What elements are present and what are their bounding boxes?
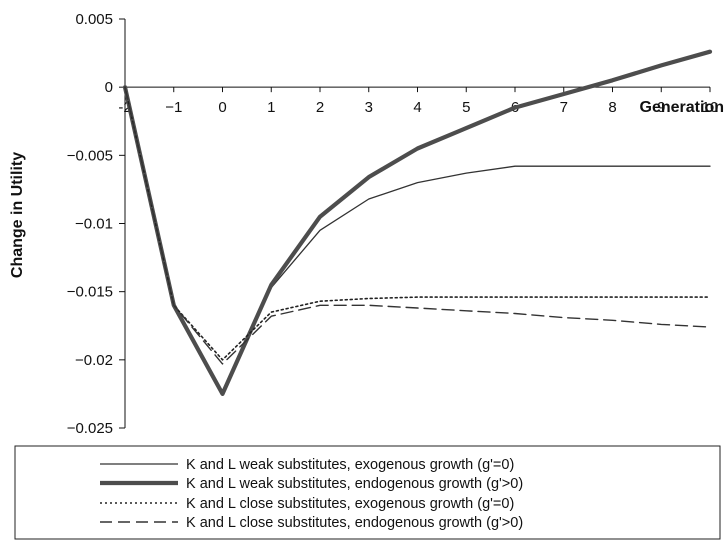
y-tick-label: −0.02: [75, 352, 113, 369]
legend-label-1: K and L weak substitutes, exogenous grow…: [186, 457, 514, 473]
x-tick-label: 4: [413, 99, 421, 116]
x-tick-label: 0: [218, 99, 226, 116]
series-line-2: [122, 49, 713, 396]
legend-items: K and L weak substitutes, exogenous grow…: [100, 457, 523, 531]
x-tick-label: 10: [702, 99, 719, 116]
y-tick-label: −0.025: [67, 420, 113, 437]
series-line-3: [124, 86, 711, 361]
x-tick-label: −1: [165, 99, 182, 116]
y-axis-title: Change in Utility: [9, 152, 26, 278]
y-tick-label: −0.01: [75, 216, 113, 233]
x-tick-label: 8: [608, 99, 616, 116]
x-tick-label: 1: [267, 99, 275, 116]
y-tick-label: −0.005: [67, 147, 113, 164]
legend: K and L weak substitutes, exogenous grow…: [14, 445, 721, 540]
x-axis-title: Generation: [640, 99, 724, 116]
x-tick-label: 2: [316, 99, 324, 116]
y-tick-label: 0: [105, 79, 113, 96]
y-tick-label: −0.015: [67, 284, 113, 301]
legend-label-4: K and L close substitutes, endogenous gr…: [186, 515, 523, 531]
y-axis-ticks: 0.005 0 −0.005 −0.01 −0.015 −0.02 −0.025: [67, 11, 125, 437]
series-lines: [122, 49, 713, 396]
series-line-4: [124, 86, 711, 365]
x-tick-label: 9: [657, 99, 665, 116]
x-tick-label: 5: [462, 99, 470, 116]
legend-label-3: K and L close substitutes, exogenous gro…: [186, 496, 514, 512]
legend-label-2: K and L weak substitutes, endogenous gro…: [186, 476, 523, 492]
axes: [124, 19, 710, 428]
legend-box: [14, 445, 721, 540]
x-tick-label: 3: [365, 99, 373, 116]
x-axis-ticks: -2 −1 0 1 2 3 4 5 6 7 8 9 10: [118, 87, 718, 116]
y-tick-label: 0.005: [75, 11, 113, 28]
x-tick-label: 7: [560, 99, 568, 116]
